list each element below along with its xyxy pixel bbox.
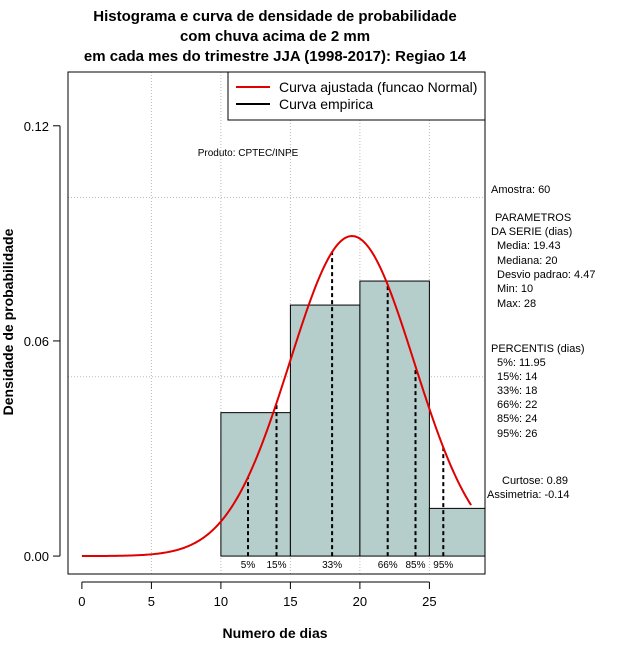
y-tick-label: 0.00 — [24, 549, 49, 564]
stats-amostra: Amostra: 60 — [491, 184, 550, 196]
x-tick-label: 5 — [148, 594, 155, 609]
stats-percentil: PERCENTIS (dias) — [491, 343, 585, 355]
y-axis-label: Densidade de probabilidade — [0, 228, 16, 415]
percentile-label: 85% — [405, 560, 425, 571]
chart-title: Histograma e curva de densidade de proba… — [84, 8, 467, 65]
legend-label: Curva empirica — [279, 96, 373, 112]
stats-parametro: Media: 19.43 — [497, 240, 561, 252]
stats-assimetria: Assimetria: -0.14 — [487, 489, 570, 501]
histogram-bar — [428, 507, 485, 557]
percentile-label: 66% — [378, 560, 398, 571]
y-tick-label: 0.06 — [24, 334, 49, 349]
title-line: Histograma e curva de densidade de proba… — [93, 8, 456, 25]
stats-parametro: PARAMETROS — [495, 212, 571, 224]
percentile-label: 5% — [241, 560, 256, 571]
stats-panel: Amostra: 60 PARAMETROS DA SERIE (dias) Medi… — [487, 184, 595, 501]
legend-box — [227, 71, 486, 121]
stats-percentil: 85%: 24 — [497, 413, 537, 425]
histogram-bar — [220, 412, 291, 557]
fitted-normal-curve — [81, 235, 472, 558]
axes: 0 5 10 15 20 25 0.00 0.06 0.12 Numero de dias Dens… — [0, 71, 486, 641]
source-annotation: Produto: CPTEC/INPE — [198, 148, 299, 159]
stats-parametro: Min: 10 — [497, 283, 533, 295]
stats-parametro: Desvio padrao: 4.47 — [497, 269, 595, 281]
legend-label: Curva ajustada (funcao Normal) — [279, 79, 477, 95]
x-tick-label: 10 — [214, 594, 228, 609]
x-tick-label: 20 — [353, 594, 367, 609]
x-tick-label: 25 — [422, 594, 436, 609]
stats-parametro: Mediana: 20 — [497, 255, 558, 267]
histogram-bar — [289, 304, 361, 557]
stats-curtose: Curtose: 0.89 — [502, 475, 568, 487]
stats-parametro: Max: 28 — [497, 298, 536, 310]
x-tick-label: 15 — [283, 594, 297, 609]
stats-percentil: 95%: 26 — [497, 428, 537, 440]
percentile-markers: 5% 15% 33% 66% 85% 95% — [241, 252, 453, 571]
y-tick-label: 0.12 — [24, 119, 49, 134]
title-line: em cada mes do trimestre JJA (1998-2017)… — [84, 48, 467, 65]
stats-percentil: 15%: 14 — [497, 371, 537, 383]
histogram-bar — [359, 280, 430, 557]
legend: Curva ajustada (funcao Normal)Curva empi… — [227, 71, 486, 121]
stats-percentil: 66%: 22 — [497, 399, 537, 411]
stats-percentil: 33%: 18 — [497, 385, 537, 397]
stats-percentil: 5%: 11.95 — [497, 357, 546, 369]
percentile-label: 15% — [266, 560, 286, 571]
x-axis-label: Numero de dias — [222, 625, 327, 641]
percentile-label: 33% — [322, 560, 342, 571]
x-tick-label: 0 — [78, 594, 85, 609]
title-line: com chuva acima de 2 mm — [180, 28, 370, 45]
grid-lines — [68, 72, 485, 574]
annotations: Produto: CPTEC/INPE — [198, 148, 299, 159]
percentile-label: 95% — [433, 560, 453, 571]
histogram-bars — [220, 280, 485, 557]
fitted-curve — [81, 235, 472, 558]
stats-parametro: DA SERIE (dias) — [491, 226, 572, 238]
